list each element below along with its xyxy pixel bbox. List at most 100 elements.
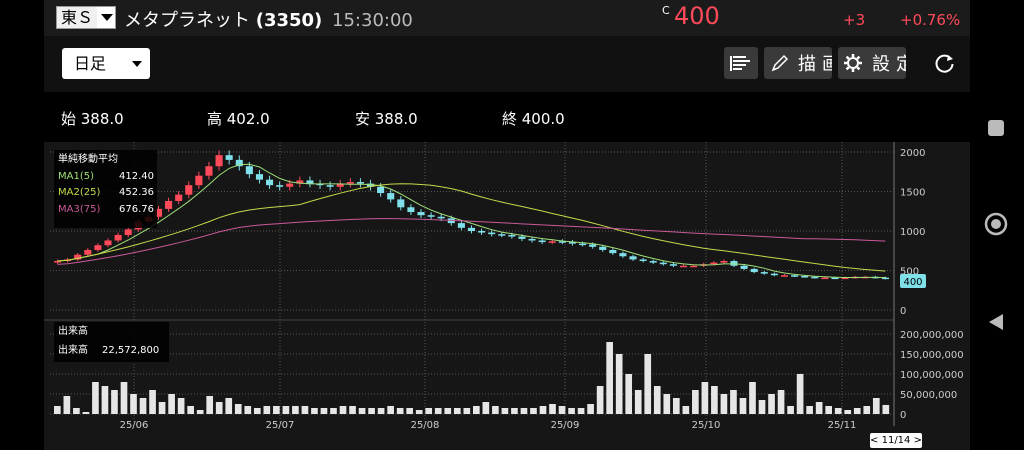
ma3-value: 676.76 [119,204,154,215]
volume-bar [292,406,299,414]
volume-bar [206,396,214,414]
volume-bar [511,408,518,414]
ma3-line [57,218,886,265]
candle [780,275,789,277]
refresh-icon[interactable] [934,52,956,74]
candle [659,262,667,265]
current-price: 400 [674,2,720,30]
price-tag [900,274,926,288]
period-select[interactable]: 日足 [62,48,150,79]
volume-bar [358,408,366,414]
candle [235,159,243,167]
candle [255,174,263,180]
volume-bar [834,408,842,414]
date-navigator[interactable]: < 11/14 > [870,433,922,448]
candle [346,182,354,184]
candle [478,231,486,233]
volume-bar [730,390,737,414]
candle [679,265,688,268]
period-label: 日足 [74,54,107,73]
chart-toolbar: 日足 描画 [44,36,970,92]
draw-button[interactable]: 描画 [764,47,832,79]
candle [710,262,718,265]
volume-bar [158,402,166,414]
price-volume-chart[interactable]: 2000 1500 1000 500 0 200,000,000 150,000,000 10… [44,142,970,450]
volume-bar [882,404,890,414]
high-price: 高 402.0 [207,110,270,128]
candle [821,277,829,280]
volume-bar [196,410,204,414]
stock-title: メタプラネット (3350) 15:30:00 [124,6,413,32]
volume-bar [625,374,633,414]
price-axis-label: 1500 [900,188,925,199]
volume-bar [406,408,414,414]
candle [286,183,294,187]
volume-bar [644,354,652,414]
volume-bar [720,394,728,414]
gear-icon [844,54,862,72]
candle [548,241,556,243]
volume-bar [273,406,280,414]
volume-bar [187,406,194,414]
exchange-select[interactable]: 東Ｓ [56,6,117,29]
candle [245,166,253,175]
home-icon[interactable] [984,212,1008,236]
volume-bar [168,394,175,414]
pencil-icon [771,54,789,72]
volume-bar [853,408,861,414]
volume-bar [549,404,556,414]
recents-icon[interactable] [986,118,1006,138]
stock-code: (3350) [255,10,323,31]
candle [366,183,375,187]
volume-bar [177,398,185,414]
price-change-percent: +0.76% [900,11,961,29]
candle [397,199,405,208]
back-icon[interactable] [986,312,1006,332]
candle [558,241,566,243]
volume-bar [434,408,442,414]
volume-bar [530,408,537,414]
candle [165,200,173,209]
candle [760,272,768,274]
candle [185,185,193,195]
volume-bar [711,386,718,414]
volume-bar [330,408,337,414]
volume-bar [349,406,356,414]
candle [831,277,839,280]
volume-axis-label: 0 [900,410,906,421]
volume-bar [101,386,109,414]
candle [74,254,82,260]
candle [579,243,587,246]
volume-bar [749,382,756,414]
candle [841,277,849,280]
candle [266,179,274,186]
candle [750,268,758,273]
volume-bar [92,382,99,414]
open-price: 始 388.0 [61,110,124,128]
candle [690,265,698,268]
date-axis-label: 25/06 [120,420,149,431]
volume-bar [444,408,452,414]
volume-bar [863,406,871,414]
volume-bar [253,408,261,414]
volume-legend-box [54,322,169,362]
ma-legend-box [54,150,157,228]
volume-bar [701,382,709,414]
volume-bar [492,406,499,414]
volume-bar [558,406,566,414]
candle [94,245,102,250]
volume-axis-label: 150,000,000 [900,350,964,361]
price-change: +3 [843,11,866,29]
ohlc-row: 始 388.0 高 402.0 安 388.0 終 400.0 [44,92,970,142]
candle [568,242,576,244]
candle [791,275,799,277]
ma1-value: 412.40 [119,171,154,182]
volume-value: 22,572,800 [102,345,159,356]
close-flag: C [662,4,670,17]
ma-legend-title: 単純移動平均 [58,152,118,165]
volume-bar [54,406,61,414]
volume-bar [149,390,156,414]
candle [811,276,819,279]
settings-button[interactable]: 設定 [838,47,906,79]
indicator-list-button[interactable] [724,47,758,79]
